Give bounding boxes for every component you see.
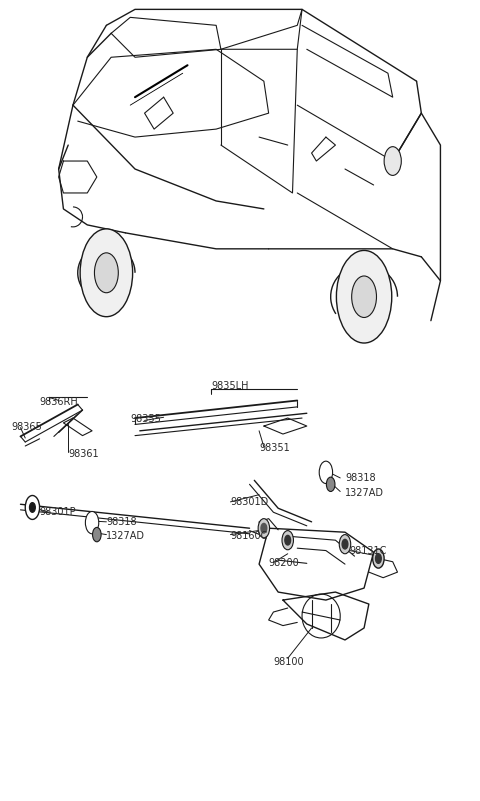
Circle shape (30, 503, 35, 513)
Circle shape (384, 147, 401, 175)
Circle shape (339, 534, 351, 553)
Circle shape (375, 553, 381, 563)
Text: 98200: 98200 (269, 558, 300, 569)
Text: 98365: 98365 (11, 422, 42, 432)
Text: 98131C: 98131C (350, 545, 387, 556)
Circle shape (352, 276, 376, 317)
Circle shape (25, 496, 39, 519)
Text: 98318: 98318 (345, 473, 376, 483)
Text: 98160C: 98160C (230, 531, 268, 541)
Text: 98301D: 98301D (230, 497, 269, 507)
Circle shape (282, 530, 293, 549)
Text: 9835LH: 9835LH (211, 381, 249, 391)
Text: 1327AD: 1327AD (107, 531, 145, 541)
Circle shape (326, 477, 335, 492)
Circle shape (319, 461, 333, 484)
Circle shape (95, 253, 118, 292)
Circle shape (336, 251, 392, 343)
Circle shape (85, 512, 99, 533)
Text: 98301P: 98301P (39, 507, 76, 517)
Text: 1327AD: 1327AD (345, 488, 384, 498)
Text: 98318: 98318 (107, 517, 137, 527)
Circle shape (261, 523, 267, 533)
Text: 98351: 98351 (259, 444, 290, 453)
Circle shape (93, 527, 101, 541)
Circle shape (285, 535, 290, 545)
Circle shape (342, 539, 348, 549)
Text: 9836RH: 9836RH (39, 397, 78, 407)
Circle shape (80, 229, 132, 316)
Text: 98355: 98355 (130, 414, 161, 424)
Circle shape (258, 518, 270, 537)
Text: 98361: 98361 (68, 449, 99, 459)
Circle shape (372, 549, 384, 568)
Text: 98100: 98100 (274, 658, 304, 667)
